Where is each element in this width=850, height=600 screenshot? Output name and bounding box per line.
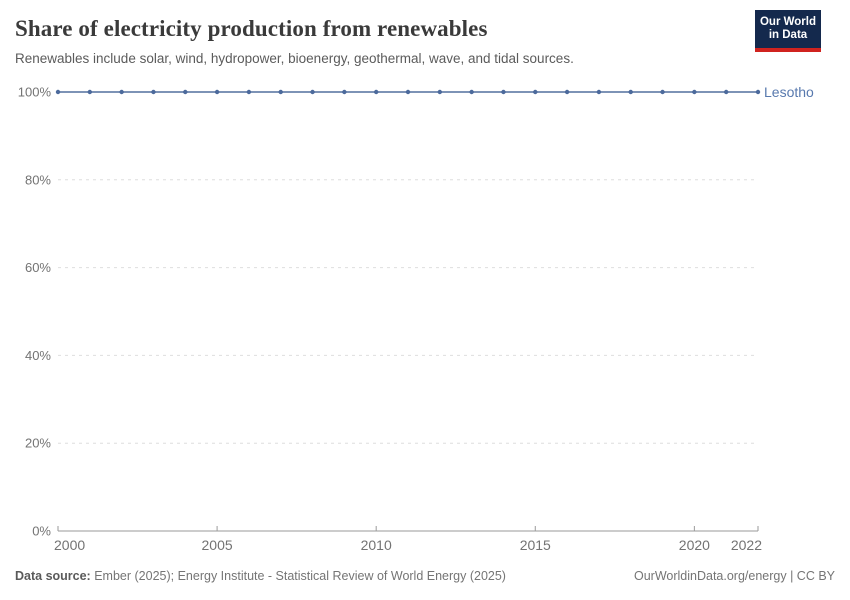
y-axis-tick-label: 60% xyxy=(25,260,51,275)
data-point[interactable] xyxy=(564,89,570,95)
data-point[interactable] xyxy=(87,89,93,95)
data-source-label: Data source: xyxy=(15,569,91,583)
data-point[interactable] xyxy=(246,89,252,95)
data-point[interactable] xyxy=(119,89,124,95)
data-point[interactable] xyxy=(437,89,443,95)
chart-header: Share of electricity production from ren… xyxy=(15,10,835,67)
data-point[interactable] xyxy=(278,89,283,95)
x-axis-tick-label: 2005 xyxy=(202,537,233,553)
data-point[interactable] xyxy=(628,89,633,95)
data-point[interactable] xyxy=(533,89,538,95)
chart-footer: Data source: Ember (2025); Energy Instit… xyxy=(15,568,835,584)
x-axis-tick-label: 2020 xyxy=(679,537,710,553)
data-point[interactable] xyxy=(310,89,315,95)
data-point[interactable] xyxy=(55,89,61,95)
data-point[interactable] xyxy=(342,89,347,95)
data-point[interactable] xyxy=(373,89,379,95)
owid-logo[interactable]: Our World in Data xyxy=(755,10,821,52)
data-point[interactable] xyxy=(596,89,602,95)
data-point[interactable] xyxy=(660,89,665,95)
owid-logo-line2: in Data xyxy=(768,29,808,41)
x-axis-tick-label: 2015 xyxy=(520,537,551,553)
y-axis-tick-label: 100% xyxy=(18,85,52,100)
y-axis-tick-label: 20% xyxy=(25,436,51,451)
data-point[interactable] xyxy=(405,89,411,95)
chart-title: Share of electricity production from ren… xyxy=(15,16,488,41)
y-axis-tick-label: 80% xyxy=(25,172,51,187)
data-point[interactable] xyxy=(469,89,474,95)
owid-logo-line1: Our World xyxy=(759,16,816,28)
y-axis-tick-label: 0% xyxy=(32,524,51,539)
credit-link[interactable]: OurWorldinData.org/energy | CC BY xyxy=(633,569,835,583)
data-source-text: Ember (2025); Energy Institute - Statist… xyxy=(94,569,506,583)
x-axis-tick-label: 2010 xyxy=(361,537,392,553)
y-axis-tick-label: 40% xyxy=(25,348,51,363)
x-axis-tick-label: 2000 xyxy=(54,537,85,553)
data-point[interactable] xyxy=(501,89,506,95)
data-point[interactable] xyxy=(183,89,188,95)
data-point[interactable] xyxy=(214,89,220,95)
entity-label: Lesotho xyxy=(764,84,814,100)
data-point[interactable] xyxy=(755,89,761,95)
data-point[interactable] xyxy=(692,89,697,95)
data-source: Data source: Ember (2025); Energy Instit… xyxy=(15,568,506,584)
data-point[interactable] xyxy=(151,89,156,95)
chart-subtitle: Renewables include solar, wind, hydropow… xyxy=(15,51,574,66)
x-axis-tick-label: 2022 xyxy=(731,537,762,553)
data-point[interactable] xyxy=(723,89,729,95)
